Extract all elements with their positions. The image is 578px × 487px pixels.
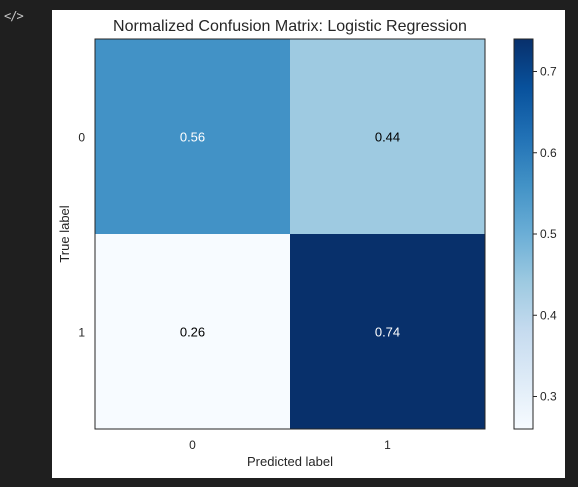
y-tick-labels: 01 bbox=[78, 131, 85, 340]
chart-title: Normalized Confusion Matrix: Logistic Re… bbox=[113, 18, 467, 35]
y-tick-label: 1 bbox=[78, 326, 85, 340]
colorbar-tick-label: 0.4 bbox=[540, 308, 557, 322]
heatmap-cells: 0.56 0.44 0.26 0.74 bbox=[95, 39, 485, 429]
colorbar-tick-label: 0.7 bbox=[540, 65, 557, 79]
colorbar bbox=[513, 38, 534, 430]
cell-value-label-1-1: 0.74 bbox=[375, 325, 400, 340]
cell-value-label-0-1: 0.44 bbox=[375, 130, 400, 145]
x-axis-label: Predicted label bbox=[247, 454, 333, 469]
heatmap-cell-0-0 bbox=[95, 39, 290, 234]
y-tick-label: 0 bbox=[78, 131, 85, 145]
output-toolbar: </> bbox=[0, 0, 52, 487]
right-gutter bbox=[565, 10, 578, 478]
heatmap-cell-0-1 bbox=[290, 39, 485, 234]
confusion-matrix-chart: Normalized Confusion Matrix: Logistic Re… bbox=[57, 18, 557, 469]
colorbar-tick-label: 0.6 bbox=[540, 146, 557, 160]
plot-frame bbox=[94, 38, 486, 430]
heatmap-cell-1-0 bbox=[95, 234, 290, 429]
x-tick-label: 0 bbox=[189, 438, 196, 452]
output-panel: Normalized Confusion Matrix: Logistic Re… bbox=[52, 10, 565, 478]
x-tick-label: 1 bbox=[384, 438, 391, 452]
colorbar-tick-label: 0.5 bbox=[540, 227, 557, 241]
colorbar-tick-label: 0.3 bbox=[540, 390, 557, 404]
colorbar-ticks: 0.3 0.4 0.5 0.6 0.7 bbox=[533, 65, 557, 404]
cell-value-label-1-0: 0.26 bbox=[180, 325, 205, 340]
cell-value-label-0-0: 0.56 bbox=[180, 130, 205, 145]
code-icon[interactable]: </> bbox=[4, 9, 24, 23]
heatmap-cell-1-1 bbox=[290, 234, 485, 429]
y-axis-label: True label bbox=[57, 205, 72, 262]
